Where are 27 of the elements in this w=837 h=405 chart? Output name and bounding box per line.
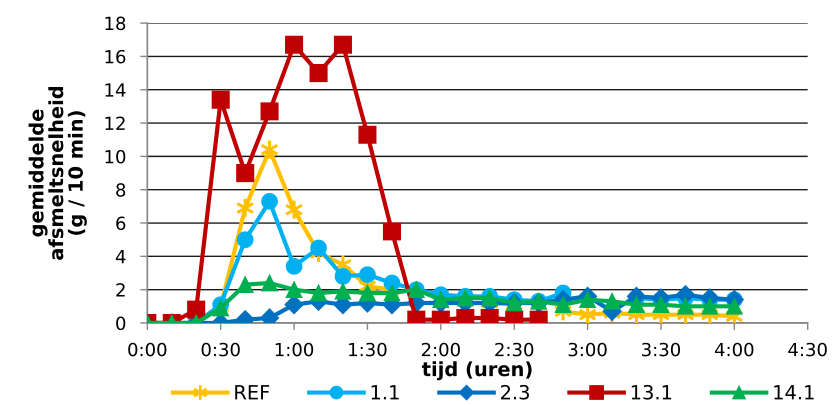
- y-tick-label: 8: [116, 183, 126, 197]
- y-tick-label: 16: [105, 50, 126, 64]
- x-tick-label: 3:30: [642, 342, 680, 356]
- x-tick-label: 1:30: [349, 342, 387, 356]
- x-tick-label: 4:00: [714, 342, 754, 356]
- y-tick-label: 12: [105, 116, 125, 130]
- legend-label: REF: [235, 385, 270, 400]
- x-tick-label: 2:30: [495, 342, 534, 356]
- x-axis-title: tijd (uren): [422, 361, 532, 380]
- legend-label: 13.1: [632, 384, 672, 400]
- x-tick-label: 3:00: [568, 342, 607, 356]
- x-tick-label: 1:00: [276, 342, 314, 356]
- y-tick-label: 0: [116, 316, 126, 330]
- y-axis-title: gemiddelde afsmeltsnelheid (g / 10 min): [28, 86, 87, 260]
- y-tick-label: 6: [116, 216, 126, 230]
- x-tick-label: 4:30: [788, 342, 827, 356]
- y-tick-label: 10: [105, 150, 126, 164]
- y-tick-label: 2: [116, 283, 125, 297]
- x-tick-label: 0:30: [202, 342, 240, 356]
- legend-label: 1.1: [372, 385, 399, 400]
- legend-label: 2.3: [501, 384, 529, 400]
- x-tick-label: 2:00: [422, 342, 460, 356]
- y-tick-label: 4: [116, 250, 126, 264]
- y-tick-label: 14: [105, 83, 126, 97]
- y-tick-label: 18: [105, 16, 126, 30]
- x-tick-label: 0:00: [128, 342, 166, 356]
- legend-label: 14.1: [774, 385, 814, 400]
